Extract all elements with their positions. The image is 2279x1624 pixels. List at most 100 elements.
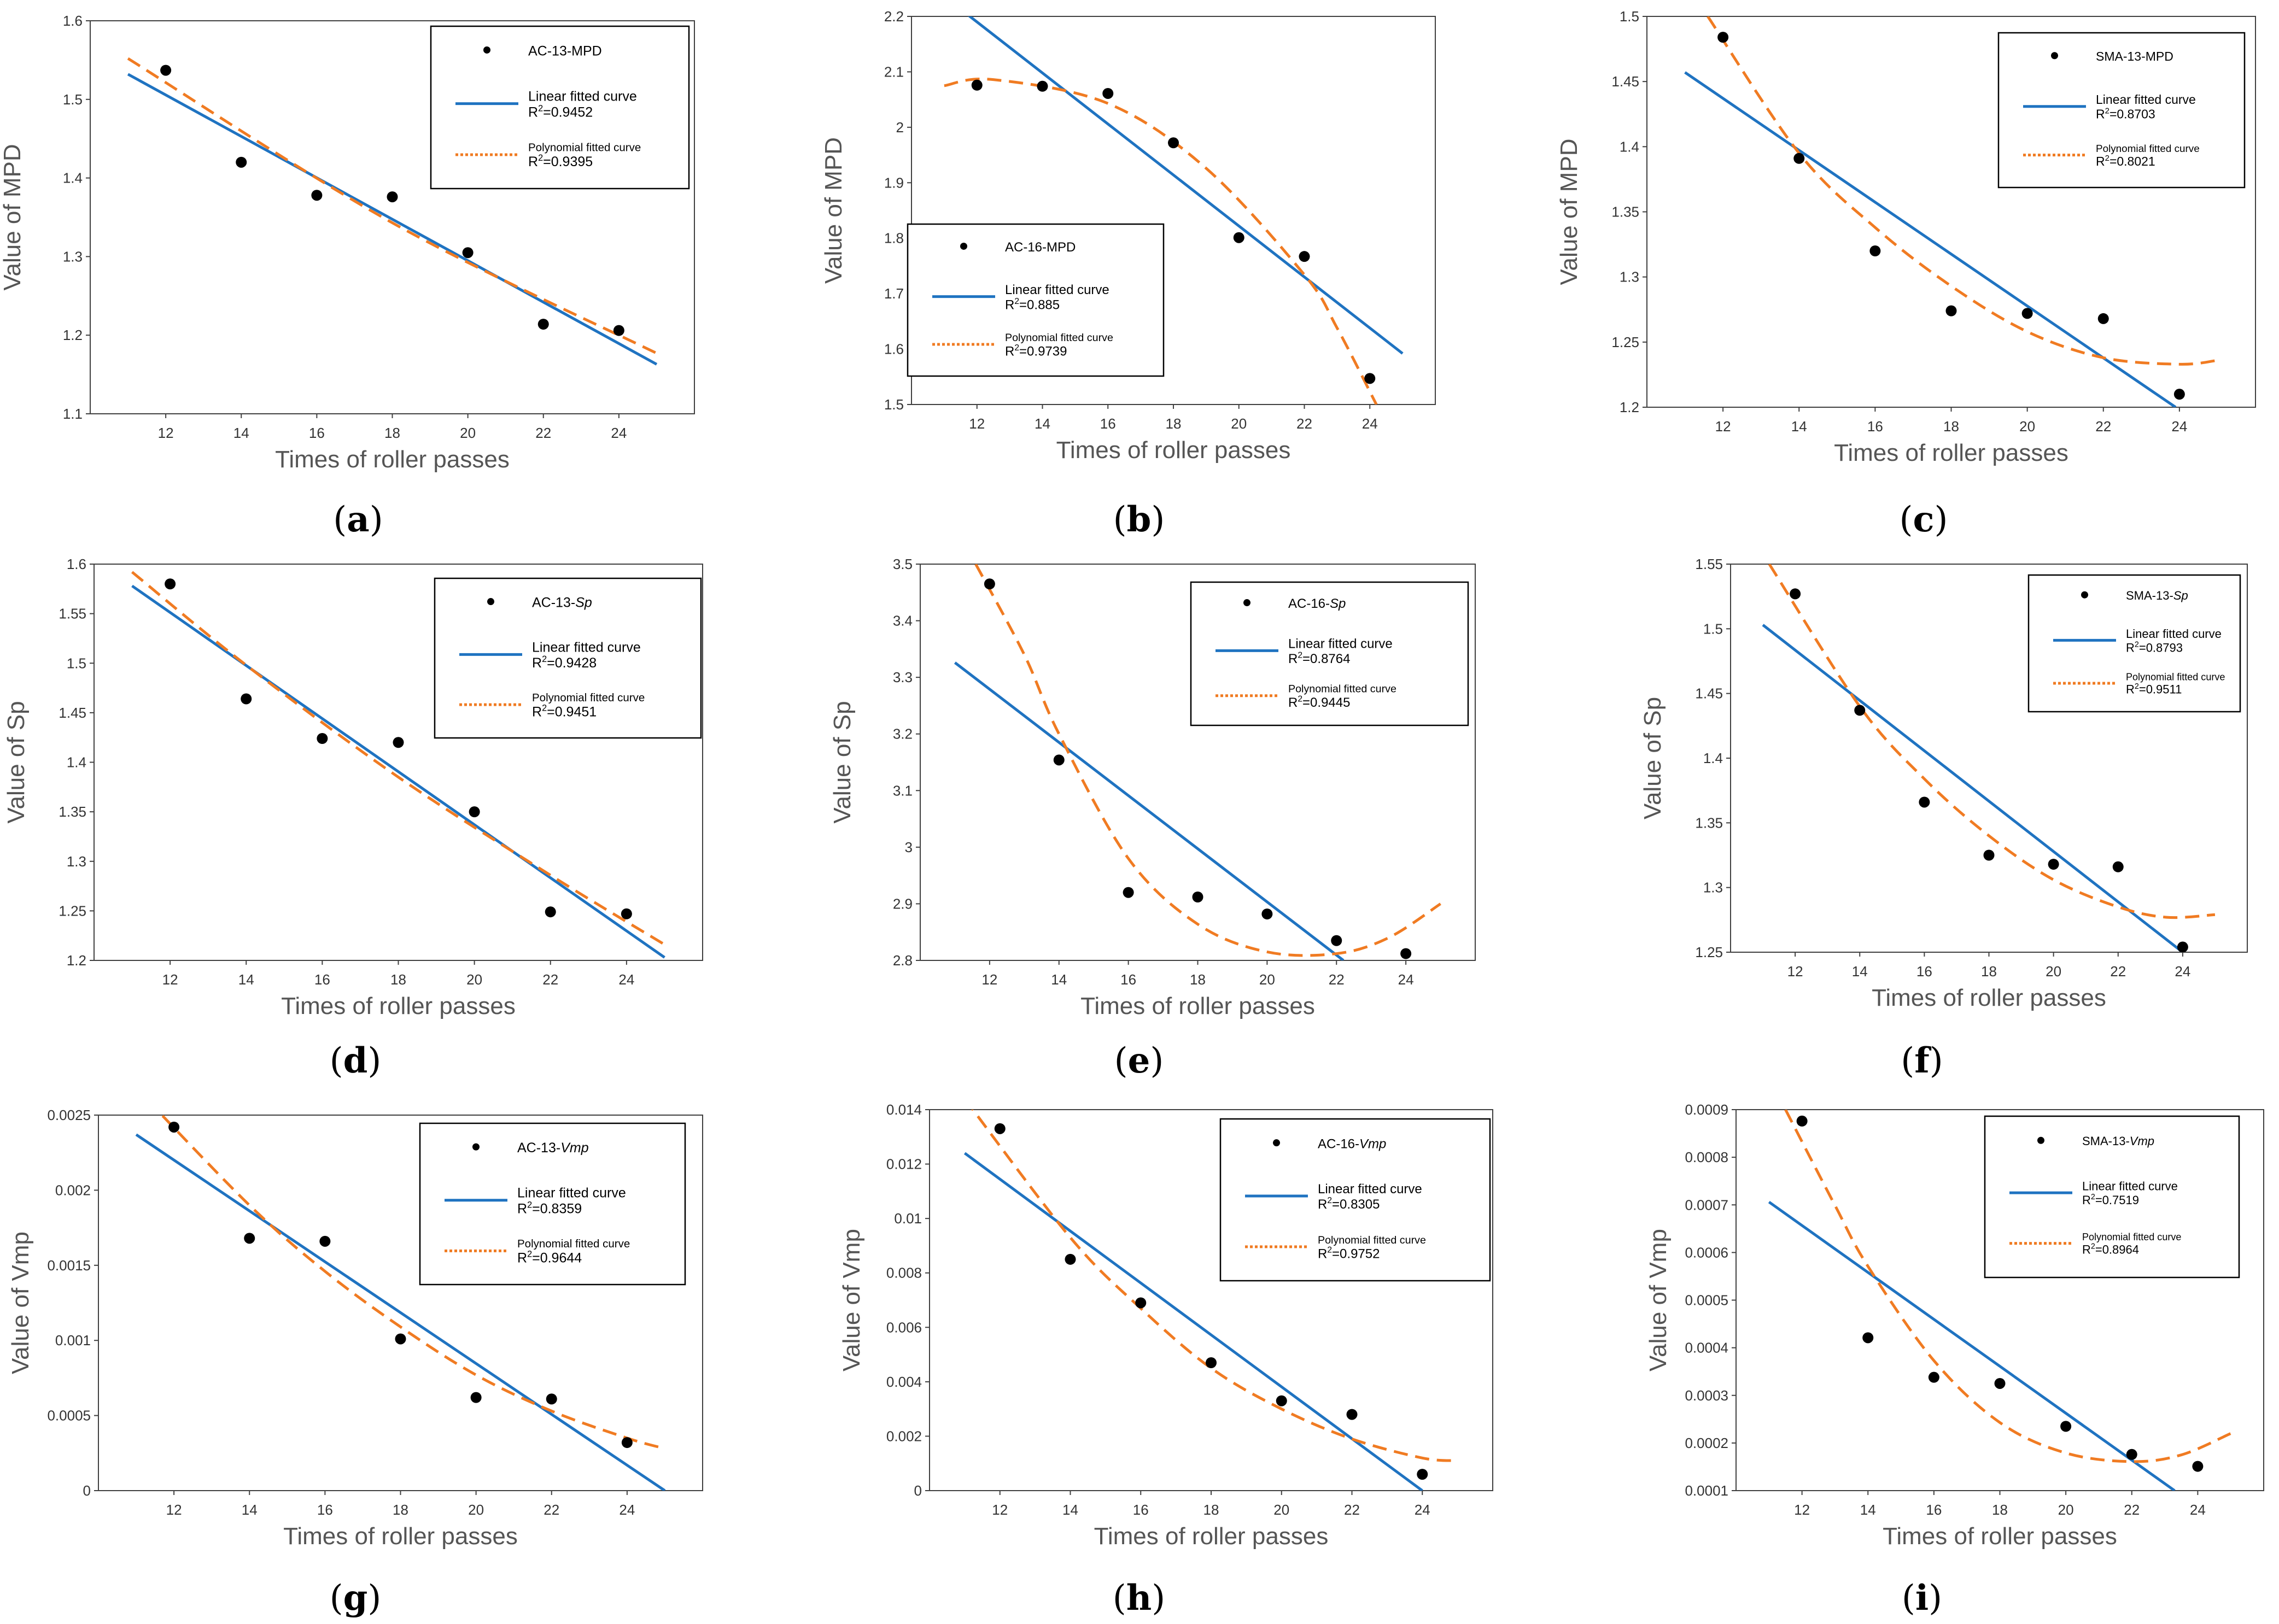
legend-point-marker (2051, 52, 2058, 60)
polynomial-fit-curve (1707, 16, 2218, 366)
data-point (2112, 861, 2124, 872)
panel-label-close: ) (367, 1578, 381, 1619)
r2-letter: R (2082, 1242, 2091, 1256)
y-tick-label: 3.4 (893, 613, 913, 629)
r2-superscript: 2 (538, 153, 543, 163)
y-tick-label: 1.5 (1620, 8, 1639, 25)
x-tick-label: 16 (1100, 415, 1116, 432)
data-point (1123, 887, 1134, 898)
panel-label-open: ( (330, 1578, 343, 1619)
legend-points-name: Vmp (560, 1140, 589, 1156)
y-tick-label: 1.3 (1620, 269, 1639, 285)
r2-superscript: 2 (542, 703, 547, 713)
panel-label-close: ) (370, 500, 383, 540)
chart-panel-2: 1.51.61.71.81.922.12.212 14 16 18 20 22 24Time… (820, 8, 1436, 540)
legend-box (419, 1122, 686, 1286)
r2-value: =0.7519 (2095, 1193, 2139, 1207)
x-tick-label: 22 (1329, 971, 1345, 988)
y-tick-label: 0.0006 (1685, 1244, 1728, 1260)
r2-superscript: 2 (2091, 1193, 2095, 1201)
x-tick-label: 22 (2110, 963, 2126, 980)
linear-fit-line (967, 16, 1404, 355)
x-tick-label: 12 (1715, 418, 1731, 435)
panel-label: (i) (1902, 1578, 1942, 1619)
legend-poly-label: Polynomial fitted curve (2126, 672, 2225, 683)
legend-linear-r2: R2=0.8359 (517, 1200, 582, 1216)
data-point (395, 1333, 406, 1345)
x-tick-label: 24 (611, 425, 627, 441)
y-tick-label: 0.006 (886, 1319, 922, 1335)
y-tick-label: 0.0025 (47, 1107, 91, 1123)
data-point (1919, 796, 1930, 808)
plot-area (1768, 1110, 2231, 1491)
data-point (1065, 1253, 1076, 1265)
y-tick-label: 1.7 (884, 285, 904, 302)
x-tick-label: 12 (162, 971, 178, 988)
y-tick-label: 2.8 (893, 952, 913, 969)
data-point (241, 693, 252, 705)
legend-poly-label: Polynomial fitted curve (2082, 1232, 2181, 1242)
data-point (1168, 137, 1179, 149)
r2-value: =0.9752 (1332, 1246, 1380, 1261)
panel-label: (d) (330, 1040, 382, 1081)
x-tick-label: 20 (468, 1502, 484, 1518)
x-tick-label: 16 (1867, 418, 1883, 435)
r2-value: =0.8764 (1302, 652, 1350, 666)
r2-letter: R (1288, 695, 1298, 710)
r2-letter: R (2096, 154, 2105, 168)
y-tick-label: 2.9 (893, 895, 913, 912)
data-point (2060, 1421, 2072, 1432)
legend-poly-label: Polynomial fitted curve (2096, 143, 2200, 154)
panel-label-close: ) (1152, 1578, 1165, 1619)
data-point (1331, 935, 1342, 946)
y-tick-label: 1.3 (63, 248, 83, 265)
legend-poly-label: Polynomial fitted curve (517, 1238, 630, 1250)
y-tick-label: 2.2 (884, 8, 904, 25)
legend-points-prefix: AC-16-MPD (1005, 240, 1076, 255)
y-tick-label: 0.001 (55, 1332, 91, 1349)
y-tick-label: 1.2 (1620, 399, 1639, 415)
linear-fit-line (1684, 71, 2177, 407)
y-tick-label: 3.3 (893, 669, 913, 685)
x-tick-label: 18 (1992, 1502, 2008, 1518)
x-tick-label: 22 (1344, 1502, 1360, 1518)
r2-superscript: 2 (1014, 297, 1019, 306)
x-tick-label: 14 (1860, 1502, 1876, 1518)
legend-points-label: SMA-13-Vmp (2082, 1134, 2154, 1148)
x-tick-label: 24 (618, 971, 634, 988)
r2-value: =0.8793 (2139, 641, 2183, 654)
y-tick-label: 0.004 (886, 1374, 922, 1390)
x-axis-title: Times of roller passes (1883, 1523, 2117, 1550)
panel-label-letter: f (1914, 1040, 1931, 1081)
panel-label-close: ) (1934, 500, 1948, 540)
x-tick-label: 22 (2124, 1502, 2140, 1518)
data-point (2126, 1449, 2137, 1460)
plot-area (127, 57, 658, 366)
x-axis-title: Times of roller passes (1056, 437, 1291, 464)
data-point (165, 578, 176, 590)
data-point (1206, 1357, 1217, 1369)
x-tick-label: 14 (242, 1502, 258, 1518)
data-point (994, 1123, 1006, 1134)
r2-superscript: 2 (2135, 682, 2139, 691)
legend-linear-r2: R2=0.9452 (528, 103, 593, 120)
r2-letter: R (517, 1201, 527, 1216)
data-point (317, 733, 328, 744)
y-tick-label: 0.008 (886, 1265, 922, 1281)
y-axis-title: Value of Sp (1639, 697, 1666, 819)
legend-linear-r2: R2=0.8793 (2126, 641, 2183, 655)
data-point (971, 79, 983, 91)
y-tick-label: 0 (914, 1482, 922, 1499)
y-tick-label: 1.25 (1695, 944, 1723, 960)
x-tick-label: 24 (1362, 415, 1378, 432)
legend-poly-r2: R2=0.9511 (2126, 682, 2182, 696)
panel-label-open: ( (330, 1041, 343, 1081)
y-tick-label: 0.0007 (1685, 1197, 1728, 1213)
legend-linear-label: Linear fitted curve (2096, 92, 2196, 107)
polynomial-fit-curve (1768, 564, 2216, 919)
legend-point-marker (472, 1143, 480, 1151)
